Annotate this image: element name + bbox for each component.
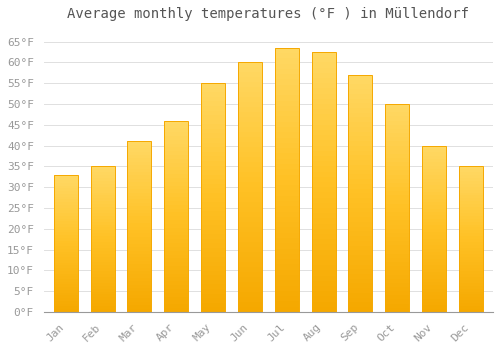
Bar <box>386 104 409 312</box>
Bar <box>422 146 446 312</box>
Bar <box>164 121 188 312</box>
Title: Average monthly temperatures (°F ) in Müllendorf: Average monthly temperatures (°F ) in Mü… <box>68 7 469 21</box>
Bar <box>312 52 336 312</box>
Bar <box>128 141 152 312</box>
Bar <box>201 83 225 312</box>
Bar <box>90 166 114 312</box>
Bar <box>348 75 372 312</box>
Bar <box>459 166 483 312</box>
Bar <box>275 48 299 312</box>
Bar <box>54 175 78 312</box>
Bar <box>238 62 262 312</box>
